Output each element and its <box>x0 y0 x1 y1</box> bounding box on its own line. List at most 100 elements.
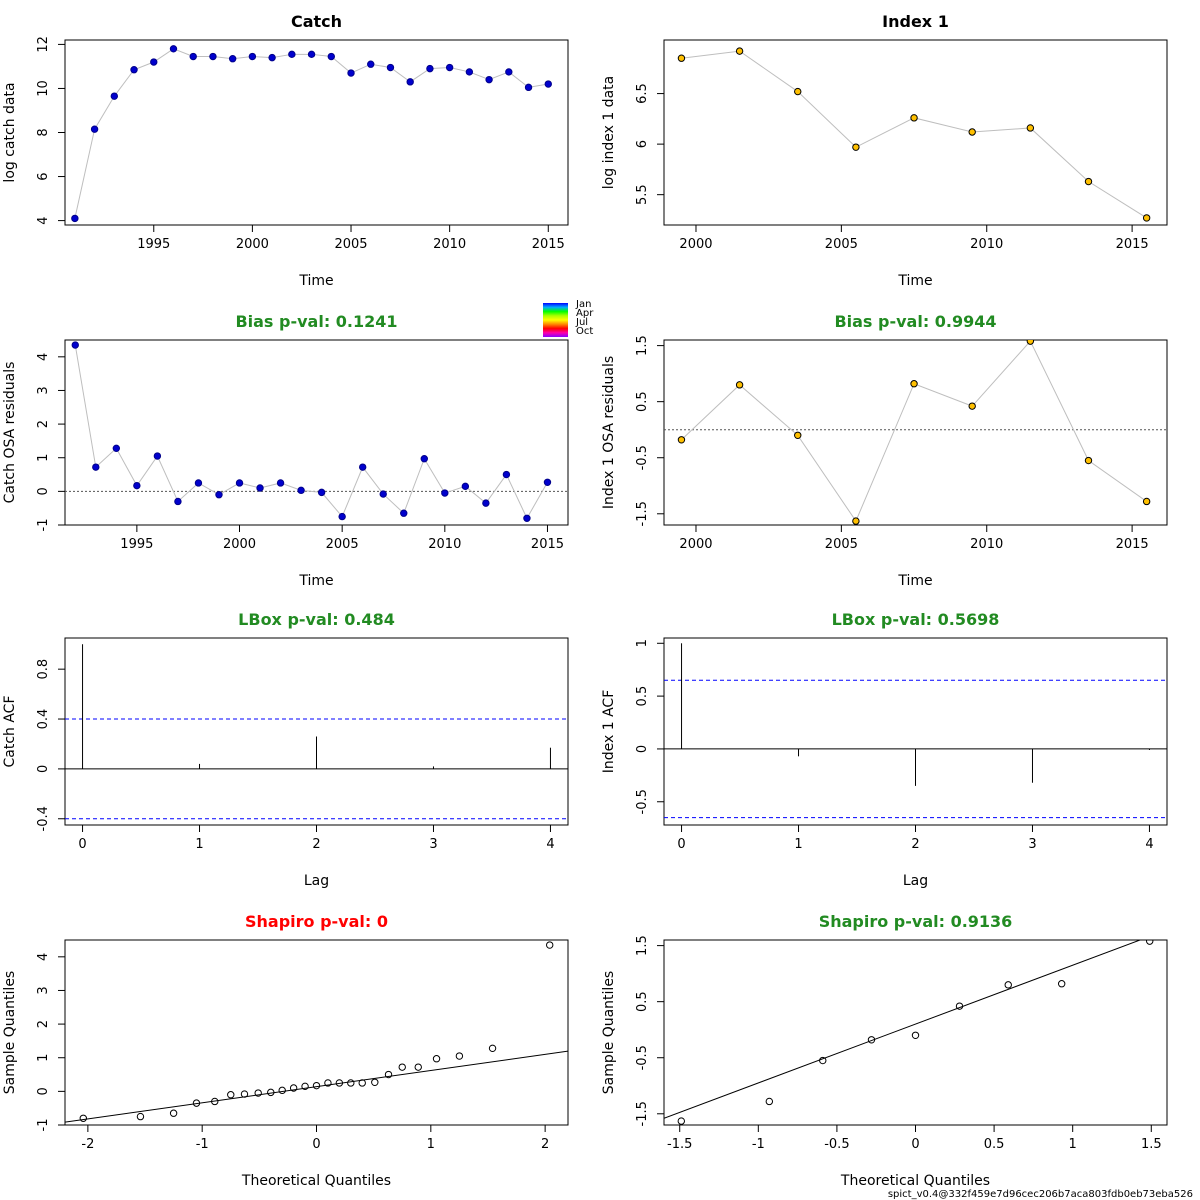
x-axis-label: Theoretical Quantiles <box>241 1173 391 1189</box>
data-point <box>400 509 408 517</box>
data-point <box>386 63 395 72</box>
data-point <box>543 478 552 486</box>
x-tick-label: 0 <box>677 837 685 852</box>
data-point <box>192 1099 201 1107</box>
y-tick-label: -0.5 <box>635 789 650 814</box>
data-point <box>288 50 296 59</box>
data-point <box>1142 214 1151 222</box>
y-tick-label: 0 <box>36 765 51 773</box>
data-point <box>1057 980 1066 988</box>
data-point <box>235 479 244 487</box>
y-axis-label: Catch OSA residuals <box>2 362 18 504</box>
data-point <box>189 52 197 61</box>
y-tick-label: 4 <box>36 953 51 961</box>
data-point <box>130 66 138 74</box>
data-point <box>794 87 802 96</box>
chart-title: LBox p-val: 0.5698 <box>832 610 1000 629</box>
data-point <box>174 497 182 506</box>
data-point <box>297 486 305 495</box>
data-point <box>227 1091 235 1099</box>
plot-area <box>65 941 568 1123</box>
panel-index-qq: Shapiro p-val: 0.9136 -1.5 -1 -0.5 0 0.5 1 1.5 -… <box>601 912 1168 1189</box>
chart-title: Bias p-val: 0.1241 <box>235 312 397 331</box>
data-point <box>347 69 355 77</box>
data-point <box>307 50 316 59</box>
plot-area <box>664 340 1167 525</box>
data-point <box>677 436 686 444</box>
data-point <box>794 431 802 440</box>
data-point <box>955 1002 964 1010</box>
data-point <box>112 444 121 453</box>
y-tick-label: -1 <box>36 519 51 532</box>
x-tick-label: 2 <box>541 1137 549 1152</box>
x-axis-label: Time <box>897 273 932 289</box>
panel-catch-data: Catch 1995 2000 2005 2010 2015 4 6 8 10 12 Time log … <box>2 12 569 289</box>
plot-area <box>664 940 1154 1125</box>
y-tick-label: 2 <box>36 1020 51 1028</box>
y-tick-label: 0 <box>36 1087 51 1095</box>
x-tick-label: 2015 <box>531 537 564 552</box>
data-point <box>133 481 141 490</box>
data-point <box>79 1114 87 1122</box>
footer-version-text: spict_v0.4@332f459e7d96cec206b7aca803fdb… <box>888 1189 1193 1200</box>
x-axis-label: Lag <box>304 873 329 889</box>
legend-entry: Oct <box>576 326 593 337</box>
x-tick-label: 0 <box>911 1137 919 1152</box>
x-tick-label: 1 <box>195 837 203 852</box>
x-tick-label: 1 <box>794 837 802 852</box>
y-tick-label: -0.4 <box>36 806 51 831</box>
data-point <box>461 482 470 491</box>
data-point <box>1084 456 1093 465</box>
y-axis-label: Sample Quantiles <box>601 971 617 1094</box>
data-point <box>735 381 744 389</box>
data-point <box>327 52 335 61</box>
data-point <box>215 491 223 499</box>
data-point <box>276 479 285 487</box>
y-tick-label: 1.5 <box>635 935 650 956</box>
y-tick-label: -0.5 <box>635 1045 650 1070</box>
data-point <box>488 1044 497 1053</box>
x-tick-label: -1 <box>196 1137 209 1152</box>
data-point <box>338 512 346 521</box>
y-tick-label: 0.5 <box>635 991 650 1012</box>
panel-catch-acf: LBox p-val: 0.484 0 1 2 3 4 -0.4 0 0.4 0.8 Lag Catc… <box>2 610 569 889</box>
plot-frame <box>663 339 1168 526</box>
data-point <box>268 53 276 62</box>
x-tick-label: 2005 <box>326 537 359 552</box>
plot-frame <box>64 339 569 526</box>
x-axis-label: Time <box>298 273 333 289</box>
y-tick-label: -1 <box>36 1119 51 1132</box>
data-point <box>1004 981 1012 989</box>
data-point <box>267 1088 275 1097</box>
data-point <box>677 1117 685 1125</box>
data-point <box>819 1056 827 1065</box>
data-point <box>248 52 257 61</box>
x-tick-label: 2005 <box>825 237 858 252</box>
qq-reference-line <box>65 1050 568 1123</box>
data-point <box>347 1079 355 1087</box>
chart-title: Catch <box>291 12 342 31</box>
y-axis-label: log catch data <box>2 82 18 182</box>
x-axis-label: Time <box>298 573 333 589</box>
data-point <box>136 1112 145 1121</box>
data-point <box>379 490 387 498</box>
data-point <box>384 1070 393 1079</box>
data-point <box>735 47 744 55</box>
data-point <box>358 1079 366 1087</box>
plot-area <box>677 47 1151 222</box>
data-point <box>92 463 100 471</box>
legend-entry: Jul <box>575 317 588 328</box>
data-point <box>765 1097 774 1106</box>
x-tick-label: 0 <box>78 837 86 852</box>
x-tick-label: -0.5 <box>824 1137 849 1152</box>
data-point <box>150 58 158 66</box>
data-point <box>256 484 264 492</box>
y-tick-label: 4 <box>36 353 51 361</box>
data-point <box>169 45 178 53</box>
y-tick-label: 12 <box>36 36 51 53</box>
panel-index-acf: LBox p-val: 0.5698 0 1 2 3 4 -0.5 0 0.5 1 Lag Index… <box>601 610 1168 889</box>
qq-reference-line <box>664 940 1142 1119</box>
plot-area <box>65 341 568 522</box>
